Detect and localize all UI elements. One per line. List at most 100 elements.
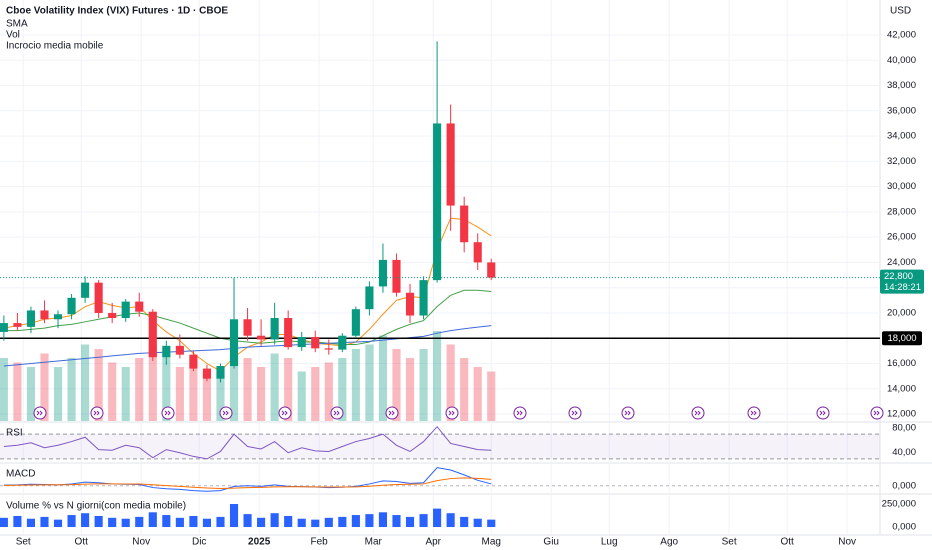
volpct-bar bbox=[324, 517, 333, 528]
hline-label-bg bbox=[882, 331, 922, 346]
volpct-bar bbox=[338, 516, 347, 528]
volume-bar bbox=[148, 344, 157, 421]
x-tick-label: Ago bbox=[660, 537, 678, 548]
volpct-bar bbox=[419, 514, 428, 528]
volume-bar bbox=[365, 344, 374, 421]
last-price-bg bbox=[880, 269, 924, 294]
event-icon bbox=[90, 406, 104, 420]
volume-bar bbox=[229, 335, 239, 421]
event-icon bbox=[691, 406, 705, 420]
event-icon bbox=[621, 406, 635, 420]
candle-body bbox=[351, 309, 360, 336]
volpct-bar bbox=[257, 517, 266, 528]
candle-body bbox=[433, 123, 442, 281]
volpct-bar bbox=[392, 515, 401, 528]
volume-bar bbox=[460, 358, 469, 421]
y-tick-label: 42,000 bbox=[887, 30, 916, 41]
volume-bar bbox=[81, 344, 90, 421]
volume-bar bbox=[392, 349, 401, 421]
y-tick-label: 14,000 bbox=[887, 383, 916, 394]
volpct-bar bbox=[108, 517, 117, 528]
candle-body bbox=[419, 280, 428, 316]
volpct-bar bbox=[0, 517, 8, 528]
candle-body bbox=[81, 282, 90, 298]
event-icon-arrow bbox=[36, 410, 43, 416]
volume-bar bbox=[121, 367, 130, 421]
event-icon-arrow bbox=[624, 410, 631, 416]
currency-label: USD bbox=[890, 6, 911, 17]
y-tick-label: 24,000 bbox=[887, 257, 916, 268]
x-tick-label: Apr bbox=[425, 537, 441, 548]
candle-body bbox=[94, 282, 103, 313]
volume-bar bbox=[0, 358, 8, 421]
volume-bar bbox=[175, 367, 184, 421]
sma-line bbox=[3, 289, 492, 346]
candle-body bbox=[202, 368, 212, 379]
volpct-bar bbox=[460, 516, 469, 528]
event-icon bbox=[816, 406, 830, 420]
volpct-bar bbox=[311, 519, 320, 528]
volpct-bar bbox=[433, 508, 442, 528]
volume-bar bbox=[378, 335, 388, 421]
x-tick-label: Mag bbox=[482, 537, 501, 548]
volume-bar bbox=[284, 358, 293, 421]
candle-body bbox=[257, 335, 266, 340]
candle-body bbox=[392, 259, 401, 293]
y-tick-label: 34,000 bbox=[887, 131, 916, 142]
volpct-bar bbox=[487, 519, 496, 528]
candle-body bbox=[378, 259, 388, 287]
event-icon-arrow bbox=[333, 410, 340, 416]
candle-body bbox=[40, 310, 49, 320]
y-tick-label: 40,000 bbox=[887, 55, 916, 66]
candle-body bbox=[216, 366, 225, 379]
volume-bar bbox=[487, 371, 496, 421]
volpct-bar bbox=[53, 519, 63, 528]
candle-body bbox=[162, 345, 171, 358]
volume-bar bbox=[67, 358, 76, 421]
volume-bar bbox=[26, 367, 36, 421]
y-tick-label: 32,000 bbox=[887, 156, 916, 167]
x-tick-label: Giu bbox=[543, 537, 559, 548]
chart-title: Cboe Volatility Index (VIX) Futures · 1D… bbox=[6, 6, 228, 17]
event-icon bbox=[219, 406, 233, 420]
x-tick-label: Ott bbox=[75, 537, 89, 548]
volpct-bar bbox=[216, 516, 225, 528]
volpct-bar bbox=[189, 515, 198, 528]
y-tick-label: 38,000 bbox=[887, 80, 916, 91]
event-icon bbox=[33, 406, 47, 420]
volpct-bar bbox=[473, 518, 482, 528]
candle-body bbox=[446, 123, 455, 206]
event-icon-arrow bbox=[164, 410, 171, 416]
candle-body bbox=[460, 205, 469, 243]
candle-body bbox=[487, 262, 496, 278]
x-tick-label: Dic bbox=[192, 537, 206, 548]
event-icon bbox=[330, 406, 344, 420]
y-tick-label: 26,000 bbox=[887, 232, 916, 243]
macd-tick-label: 0,000 bbox=[892, 480, 916, 491]
y-tick-label: 28,000 bbox=[887, 206, 916, 217]
volpct-bar bbox=[13, 515, 22, 528]
volume-bar bbox=[53, 367, 63, 421]
event-icon-arrow bbox=[571, 410, 578, 416]
hline-label: 18,000 bbox=[887, 333, 916, 344]
candle-body bbox=[243, 319, 252, 336]
event-icon-arrow bbox=[516, 410, 523, 416]
volpct-bar bbox=[162, 515, 171, 528]
event-icon bbox=[513, 406, 527, 420]
volume-bar bbox=[311, 367, 320, 421]
volpct-bar bbox=[229, 504, 239, 528]
candle-body bbox=[189, 354, 198, 369]
candle-body bbox=[0, 323, 8, 332]
event-icon-arrow bbox=[819, 410, 826, 416]
volpct-bar bbox=[351, 515, 360, 528]
volume-bar bbox=[270, 353, 279, 421]
rsi-line bbox=[3, 425, 492, 460]
volpct-bar bbox=[243, 514, 252, 528]
event-icon-arrow bbox=[388, 410, 395, 416]
volpct-bar bbox=[121, 518, 130, 528]
macd-line bbox=[3, 467, 492, 492]
macd-line bbox=[3, 477, 492, 490]
event-icon bbox=[278, 406, 292, 420]
volume-bar bbox=[189, 362, 198, 421]
